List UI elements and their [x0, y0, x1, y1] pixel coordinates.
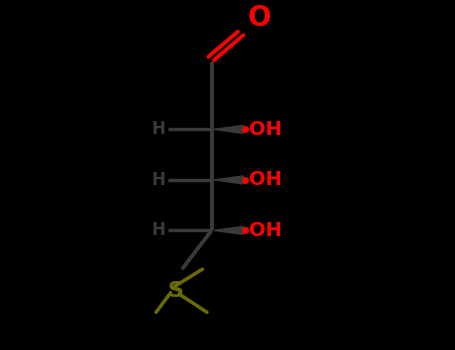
Polygon shape — [214, 226, 243, 235]
Text: H: H — [152, 120, 165, 138]
Text: H: H — [152, 171, 165, 189]
Text: O: O — [248, 4, 272, 32]
Text: OH: OH — [249, 170, 282, 189]
Text: OH: OH — [249, 221, 282, 240]
Polygon shape — [214, 176, 243, 184]
Polygon shape — [214, 125, 243, 133]
Text: S: S — [167, 281, 183, 301]
Text: H: H — [152, 222, 165, 239]
Text: OH: OH — [249, 120, 282, 139]
